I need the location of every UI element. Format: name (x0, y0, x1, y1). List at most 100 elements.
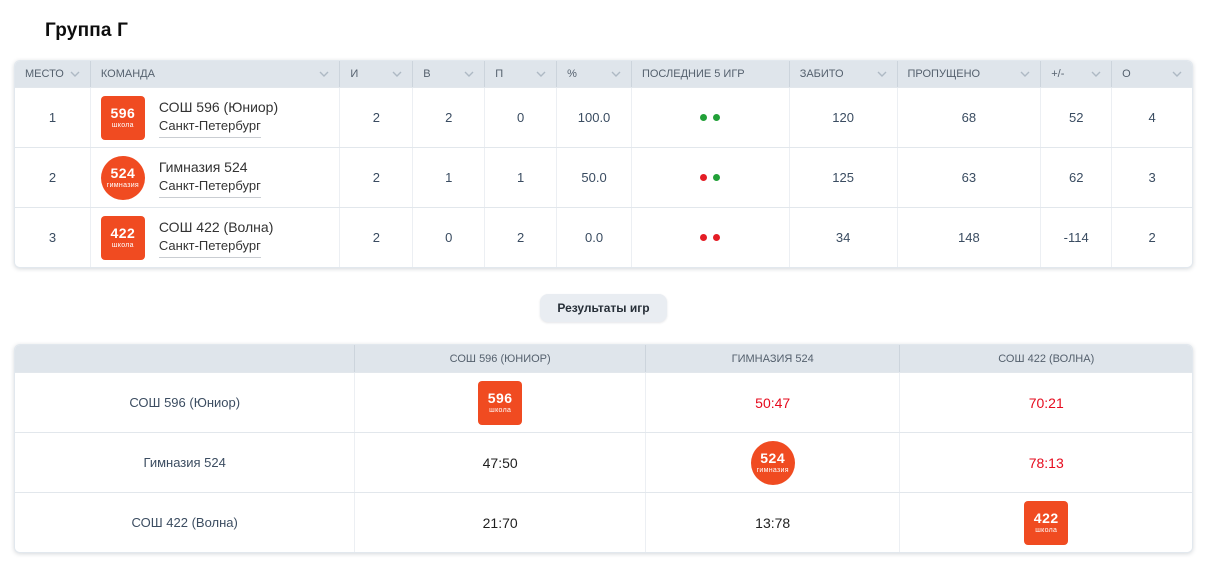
scored-cell: 125 (790, 148, 898, 207)
team-logo: 524 гимназия (750, 440, 795, 485)
scored-cell: 120 (790, 88, 898, 147)
cross-row-label: Гимназия 524 (15, 433, 356, 492)
pct-cell: 50.0 (557, 148, 632, 207)
team-text: Гимназия 524 Санкт-Петербург (158, 157, 261, 199)
cross-score-cell: 21:70 (355, 493, 646, 552)
team-logo: 596 школа (478, 380, 523, 425)
last5-cell (632, 208, 790, 267)
cross-header-empty (15, 345, 356, 372)
team-logo-sub: школа (489, 407, 512, 414)
team-name-link[interactable]: Гимназия 524 (158, 158, 248, 175)
team-logo-number: 524 (110, 165, 136, 181)
header-cell-wins[interactable]: В (413, 61, 486, 87)
header-cell-team[interactable]: КОМАНДА (91, 61, 341, 87)
header-cell-games[interactable]: И (340, 61, 414, 87)
conceded-cell: 68 (898, 88, 1042, 147)
table-row: 2 524 гимназия Гимназия 524 Санкт-Петерб… (15, 147, 1192, 207)
cross-score-cell: 78:13 (900, 433, 1192, 492)
cross-table: СОШ 596 (ЮНИОР) ГИМНАЗИЯ 524 СОШ 422 (ВО… (14, 344, 1193, 553)
losses-cell: 0 (485, 88, 558, 147)
chevron-down-icon (1091, 71, 1101, 77)
team-logo: 422 школа (1024, 500, 1069, 545)
team-name-link[interactable]: СОШ 422 (Волна) (158, 218, 274, 235)
chevron-down-icon (392, 71, 402, 77)
header-cell-diff[interactable]: +/- (1041, 61, 1113, 87)
team-logo: 524 гимназия (100, 155, 145, 200)
team-logo: 422 школа (100, 215, 145, 260)
team-cell: 524 гимназия Гимназия 524 Санкт-Петербур… (91, 148, 341, 207)
team-city-link[interactable]: Санкт-Петербург (158, 117, 261, 139)
chevron-down-icon (877, 71, 887, 77)
game-result-dot (700, 174, 708, 181)
chevron-down-icon (1020, 71, 1030, 77)
standings-table: МЕСТО КОМАНДА И В П % ПОСЛЕДНИЕ 5 ИГР ЗА… (14, 60, 1193, 268)
game-score-link[interactable]: 13:78 (755, 514, 791, 531)
wins-cell: 2 (413, 88, 486, 147)
cross-row: Гимназия 524 47:50 524 гимназия 78:13 (15, 432, 1192, 492)
cross-score-cell: 13:78 (646, 493, 901, 552)
game-result-dot (700, 234, 708, 241)
team-logo-number: 524 (760, 450, 786, 466)
cross-row: СОШ 422 (Волна) 21:70 13:78 422 школа (15, 492, 1192, 552)
last5-cell (632, 88, 790, 147)
losses-cell: 1 (485, 148, 558, 207)
team-logo-sub: школа (1035, 527, 1058, 534)
games-cell: 2 (340, 148, 414, 207)
header-cell-losses[interactable]: П (485, 61, 558, 87)
diff-cell: -114 (1041, 208, 1113, 267)
wins-cell: 0 (413, 208, 486, 267)
team-logo-number: 596 (487, 390, 513, 406)
team-logo-sub: школа (111, 122, 134, 129)
cross-header-team2: ГИМНАЗИЯ 524 (646, 345, 901, 372)
cross-row-label: СОШ 422 (Волна) (15, 493, 356, 552)
chevron-down-icon (464, 71, 474, 77)
game-score-link[interactable]: 70:21 (1028, 394, 1064, 411)
game-result-dot (713, 174, 721, 181)
cross-header-team1: СОШ 596 (ЮНИОР) (355, 345, 646, 372)
team-logo-number: 596 (110, 105, 136, 121)
cross-header-team3: СОШ 422 (ВОЛНА) (998, 352, 1095, 365)
header-cell-place[interactable]: МЕСТО (15, 61, 91, 87)
chevron-down-icon (1172, 71, 1182, 77)
pct-cell: 0.0 (557, 208, 632, 267)
team-city-link[interactable]: Санкт-Петербург (158, 237, 261, 259)
game-score-link[interactable]: 50:47 (755, 394, 791, 411)
results-button[interactable]: Результаты игр (540, 294, 667, 322)
cross-row-label: СОШ 596 (Юниор) (15, 373, 356, 432)
losses-cell: 2 (485, 208, 558, 267)
games-cell: 2 (340, 208, 414, 267)
team-cell: 596 школа СОШ 596 (Юниор) Санкт-Петербур… (91, 88, 341, 147)
wins-cell: 1 (413, 148, 486, 207)
cross-row: СОШ 596 (Юниор) 596 школа 50:47 70:21 (15, 372, 1192, 432)
group-title: Группа Г (45, 20, 129, 41)
game-result-dot (713, 114, 721, 121)
cross-score-cell: 70:21 (900, 373, 1192, 432)
game-score-link[interactable]: 47:50 (482, 454, 518, 471)
chevron-down-icon (611, 71, 621, 77)
chevron-down-icon (536, 71, 546, 77)
last5-cell (632, 148, 790, 207)
cross-score-cell: 47:50 (355, 433, 646, 492)
points-cell: 2 (1148, 230, 1156, 245)
header-cell-conceded[interactable]: ПРОПУЩЕНО (898, 61, 1042, 87)
team-logo-number: 422 (110, 225, 136, 241)
header-cell-last5: ПОСЛЕДНИЕ 5 ИГР (632, 61, 790, 87)
header-cell-pct[interactable]: % (557, 61, 632, 87)
cross-diagonal-cell: 422 школа (900, 493, 1192, 552)
team-city-link[interactable]: Санкт-Петербург (158, 177, 261, 199)
page: Группа Г МЕСТО КОМАНДА И В П % ПОСЛЕДНИЕ… (14, 20, 1193, 553)
cross-diagonal-cell: 596 школа (355, 373, 646, 432)
game-score-link[interactable]: 78:13 (1028, 454, 1064, 471)
table-row: 3 422 школа СОШ 422 (Волна) Санкт-Петерб… (15, 207, 1192, 267)
points-cell: 4 (1148, 110, 1156, 125)
standings-header: МЕСТО КОМАНДА И В П % ПОСЛЕДНИЕ 5 ИГР ЗА… (15, 61, 1192, 87)
place-cell: 2 (15, 148, 91, 207)
header-cell-scored[interactable]: ЗАБИТО (790, 61, 898, 87)
cross-score-cell: 50:47 (646, 373, 901, 432)
team-text: СОШ 422 (Волна) Санкт-Петербург (158, 217, 274, 259)
game-score-link[interactable]: 21:70 (482, 514, 518, 531)
team-name-link[interactable]: СОШ 596 (Юниор) (158, 98, 279, 115)
cross-table-header: СОШ 596 (ЮНИОР) ГИМНАЗИЯ 524 СОШ 422 (ВО… (15, 345, 1192, 372)
header-cell-points[interactable]: О (1112, 61, 1192, 87)
conceded-cell: 148 (898, 208, 1042, 267)
